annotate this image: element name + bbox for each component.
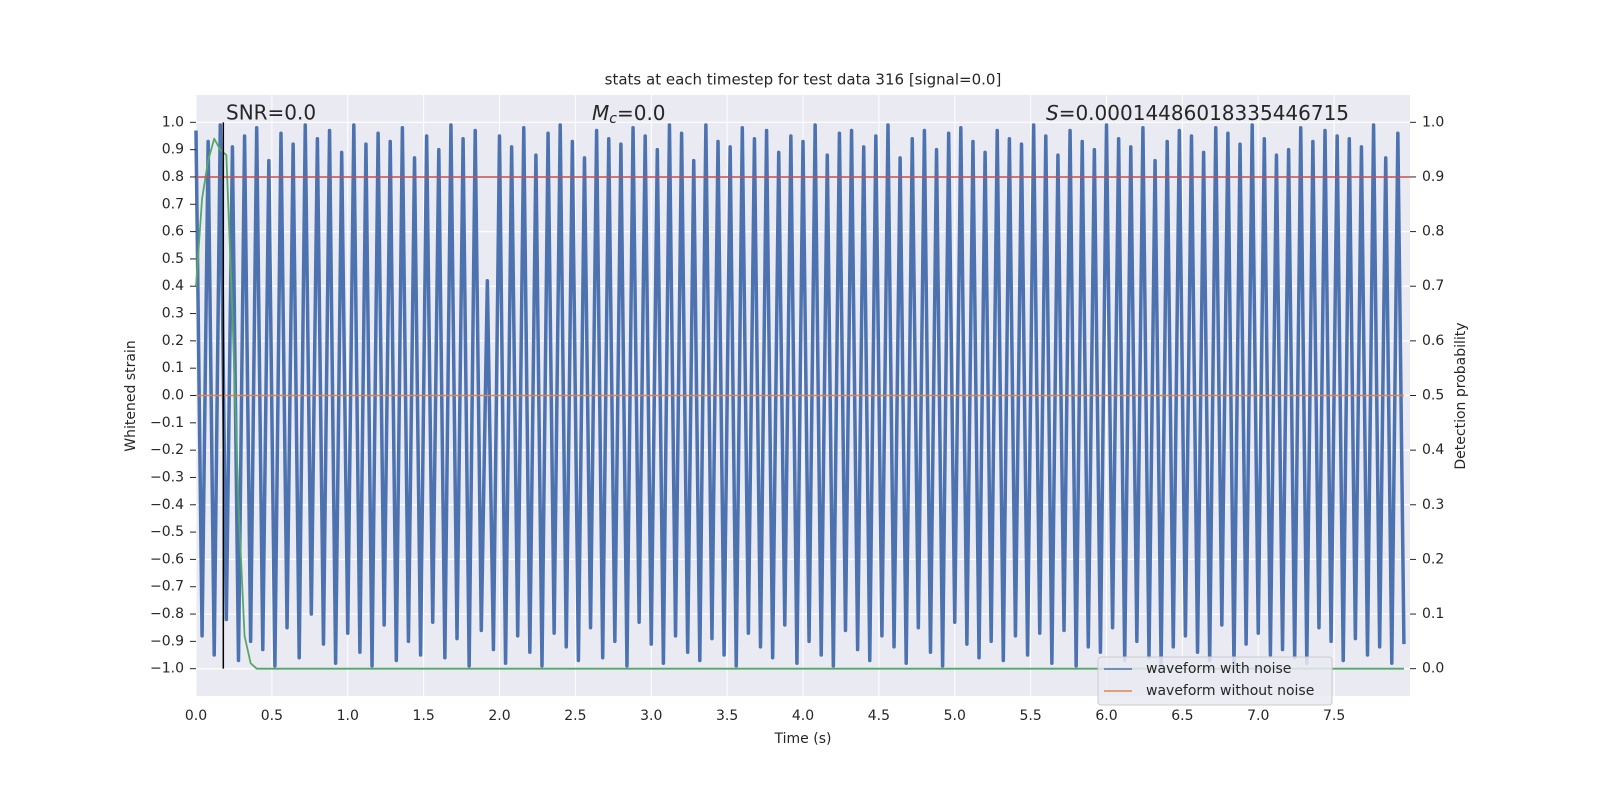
y-tick-label: −0.6 bbox=[150, 551, 184, 567]
legend: waveform with noise waveform without nois… bbox=[1097, 656, 1333, 706]
x-tick-label: 5.0 bbox=[944, 708, 966, 724]
x-tick-label: 6.0 bbox=[1095, 708, 1117, 724]
x-tick-label: 5.5 bbox=[1019, 708, 1041, 724]
y2-tick-label: 0.8 bbox=[1422, 224, 1444, 240]
y2-axis-label: Detection probability bbox=[1453, 322, 1469, 469]
y-tick-label: 0.1 bbox=[162, 360, 184, 376]
y-tick-label: 1.0 bbox=[162, 114, 184, 130]
y-tick-label: 0.7 bbox=[162, 196, 184, 212]
x-tick-label: 3.0 bbox=[640, 708, 662, 724]
y-tick-label: −0.9 bbox=[150, 633, 184, 649]
y2-tick-label: 0.7 bbox=[1422, 278, 1444, 294]
y-tick-label: −0.4 bbox=[150, 497, 184, 513]
y-tick-label: 0.0 bbox=[162, 388, 184, 404]
annotation: SNR=0.0 bbox=[226, 101, 316, 125]
y-tick-label: 0.2 bbox=[162, 333, 184, 349]
annotation-subscript: c bbox=[609, 111, 617, 127]
annotation-symbol: S bbox=[1046, 101, 1059, 125]
x-tick-label: 2.5 bbox=[564, 708, 586, 724]
x-tick-label: 1.5 bbox=[412, 708, 434, 724]
x-tick-label: 0.5 bbox=[261, 708, 283, 724]
annotation-text: =0.00014486018335446715 bbox=[1059, 101, 1349, 125]
legend-label: waveform with noise bbox=[1146, 661, 1291, 677]
y-tick-label: −0.5 bbox=[150, 524, 184, 540]
y2-tick-label: 0.1 bbox=[1422, 606, 1444, 622]
y2-tick-label: 0.9 bbox=[1422, 169, 1444, 185]
chart-title: stats at each timestep for test data 316… bbox=[605, 71, 1002, 89]
y-tick-label: −1.0 bbox=[150, 661, 184, 677]
marks bbox=[194, 122, 1410, 670]
y2-tick-label: 0.6 bbox=[1422, 333, 1444, 349]
y-tick-label: 0.5 bbox=[162, 251, 184, 267]
annotation: S=0.00014486018335446715 bbox=[1046, 101, 1349, 125]
probability-line bbox=[195, 137, 1404, 670]
x-axis-label: Time (s) bbox=[774, 731, 832, 747]
y2-tick-label: 0.0 bbox=[1422, 661, 1444, 677]
legend-box bbox=[1097, 656, 1333, 706]
y-tick-label: −0.7 bbox=[150, 579, 184, 595]
x-tick-label: 7.5 bbox=[1323, 708, 1345, 724]
y-tick-label: 0.4 bbox=[162, 278, 184, 294]
y-axis-label: Whitened strain bbox=[123, 340, 139, 451]
annotation: Mc=0.0 bbox=[592, 101, 666, 128]
series-line bbox=[194, 123, 1406, 668]
x-tick-label: 4.5 bbox=[868, 708, 890, 724]
y2-tick-label: 0.5 bbox=[1422, 388, 1444, 404]
y2-tick-label: 1.0 bbox=[1422, 114, 1444, 130]
x-tick-label: 3.5 bbox=[716, 708, 738, 724]
annotation-symbol: M bbox=[592, 101, 609, 125]
legend-label: waveform without noise bbox=[1146, 683, 1314, 699]
x-tick-label: 2.0 bbox=[488, 708, 510, 724]
y2-tick-label: 0.4 bbox=[1422, 442, 1444, 458]
y-tick-label: −0.2 bbox=[150, 442, 184, 458]
y2-tick-label: 0.2 bbox=[1422, 551, 1444, 567]
x-tick-label: 4.0 bbox=[792, 708, 814, 724]
x-tick-label: 6.5 bbox=[1171, 708, 1193, 724]
x-tick-label: 7.0 bbox=[1247, 708, 1269, 724]
y-tick-label: 0.8 bbox=[162, 169, 184, 185]
y-tick-label: 0.6 bbox=[162, 224, 184, 240]
y-tick-label: 0.3 bbox=[162, 306, 184, 322]
annotation-text: =0.0 bbox=[617, 101, 666, 125]
y-tick-label: −0.1 bbox=[150, 415, 184, 431]
y-tick-label: 0.9 bbox=[162, 142, 184, 158]
y-tick-label: −0.8 bbox=[150, 606, 184, 622]
y2-tick-label: 0.3 bbox=[1422, 497, 1444, 513]
y-tick-label: −0.3 bbox=[150, 469, 184, 485]
x-tick-label: 1.0 bbox=[337, 708, 359, 724]
x-tick-label: 0.0 bbox=[185, 708, 207, 724]
